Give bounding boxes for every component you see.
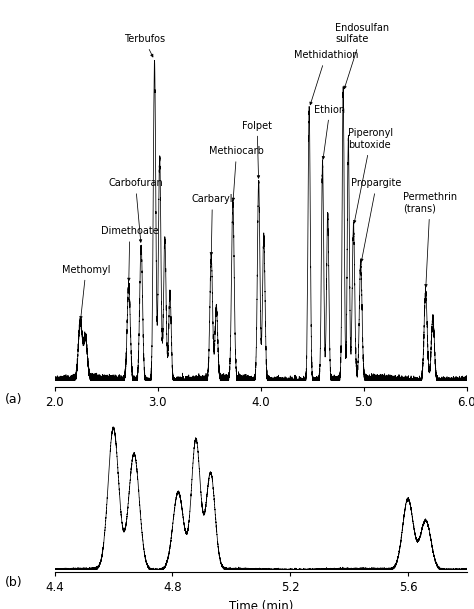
Text: (b): (b) xyxy=(5,576,22,588)
Text: Carbofuran: Carbofuran xyxy=(108,178,163,242)
Text: Propargite: Propargite xyxy=(351,178,402,261)
Text: Terbufos: Terbufos xyxy=(124,34,164,57)
Text: Endosulfan
sulfate: Endosulfan sulfate xyxy=(335,23,389,89)
Text: Methiocarb: Methiocarb xyxy=(209,146,264,200)
Text: Folpet: Folpet xyxy=(242,121,272,178)
Text: Dimethoate: Dimethoate xyxy=(101,227,159,281)
Text: Methidathion: Methidathion xyxy=(294,50,358,105)
Text: Methomyl: Methomyl xyxy=(62,265,110,319)
X-axis label: Time (min): Time (min) xyxy=(228,600,293,609)
Text: Ethion: Ethion xyxy=(314,105,346,159)
Text: Carbaryl: Carbaryl xyxy=(191,194,233,255)
Text: Piperonyl
butoxide: Piperonyl butoxide xyxy=(348,128,393,223)
Text: Permethrin
(trans): Permethrin (trans) xyxy=(403,192,457,287)
X-axis label: Time (min): Time (min) xyxy=(228,414,293,428)
Text: (a): (a) xyxy=(5,393,22,406)
